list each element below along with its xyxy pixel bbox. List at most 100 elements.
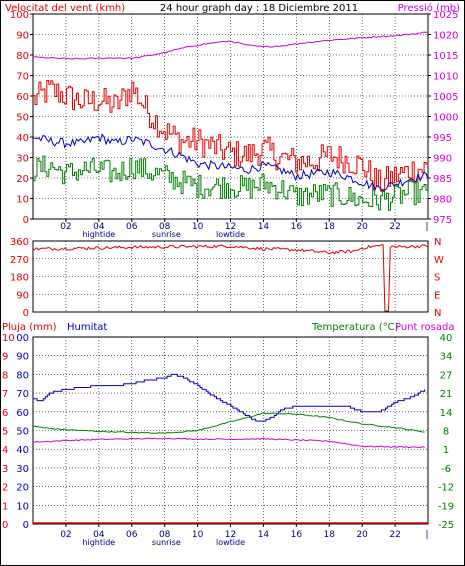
pressure-title: Pressió (mb) (398, 2, 460, 14)
event-marker-label: hightide (82, 230, 115, 239)
rain-tick-label: 6 (2, 408, 8, 419)
hour-tick-label: 18 (324, 222, 336, 232)
hour-tick-label: 18 (324, 530, 336, 540)
direction-tick-label: 270 (10, 255, 29, 266)
hour-tick-label: 14 (258, 530, 270, 540)
panel3-x-ticks: 02 04 06 08 10 12 14 16 18 20 22 | hightide sunrise lo… (60, 524, 429, 547)
hour-tick-label: 20 (356, 222, 368, 232)
panel3-series (32, 373, 428, 524)
wind-speed-title: Velocitat del vent (kmh) (5, 3, 125, 14)
direction-axis-ticks: 360 270 180 90 0 (10, 237, 29, 319)
temperature-axis-ticks: 40 34 27 21 14 8 1 -6 -12 -19 -25 (438, 333, 454, 531)
compass-label: W (434, 255, 444, 266)
hour-tick-label: 08 (159, 530, 171, 540)
pressure-tick-label: 990 (433, 154, 452, 165)
hour-tick-label: 16 (291, 222, 303, 232)
hour-tick-label: 22 (389, 530, 400, 540)
hour-tick-label: 06 (126, 222, 138, 232)
hour-tick-label: 08 (159, 222, 171, 232)
direction-tick-label: 90 (16, 290, 29, 301)
pressure-tick-label: 980 (433, 195, 452, 206)
wind-tick-label: 30 (16, 154, 29, 165)
wind-tick-label: 80 (16, 51, 29, 62)
hour-tick-label: 10 (192, 222, 204, 232)
rain-tick-label: 5 (2, 427, 8, 438)
temperature-tick-label: -25 (438, 520, 454, 531)
series-dewpoint (32, 437, 425, 449)
event-marker-label: sunrise (152, 230, 181, 239)
hour-tick-label: 02 (60, 530, 71, 540)
event-marker-label: lowtide (216, 230, 245, 239)
pressure-tick-label: 1025 (433, 10, 458, 21)
humidity-tick-label: 00 (16, 333, 29, 344)
wind-tick-label: 90 (16, 31, 29, 42)
wind-tick-label: 60 (16, 92, 29, 103)
wind-tick-label: 10 (16, 195, 29, 206)
temperature-tick-label: -19 (438, 501, 454, 512)
humidity-tick-label: 40 (16, 445, 29, 456)
temperature-tick-label: 14 (440, 408, 453, 419)
pressure-tick-label: 995 (433, 133, 452, 144)
rain-tick-label: 7 (2, 389, 8, 400)
hour-tick-label: 06 (126, 530, 138, 540)
direction-tick-label: 0 (23, 308, 29, 319)
series-pressure (32, 31, 429, 60)
hour-tick-label: 20 (356, 530, 368, 540)
humidity-title: Humitat (67, 322, 107, 333)
series-humidity (33, 373, 426, 422)
panel2-series (32, 244, 429, 312)
temperature-tick-label: -6 (441, 464, 451, 475)
hour-tick-label: 02 (60, 222, 71, 232)
hour-tick-label: 14 (258, 222, 270, 232)
rain-tick-label: 3 (2, 464, 8, 475)
rain-tick-label: 10 (2, 333, 15, 344)
end-tick-label: | (425, 530, 428, 540)
direction-tick-label: 360 (10, 237, 29, 248)
rain-humidity-axis-ticks: 10 009 908 807 706 605 504 403 302 201 100 0 (2, 333, 29, 531)
temperature-tick-label: -12 (438, 483, 454, 494)
humidity-tick-label: 20 (16, 483, 29, 494)
compass-label: N (434, 237, 441, 248)
rain-tick-label: 2 (2, 483, 8, 494)
direction-tick-label: 180 (10, 273, 29, 284)
pressure-tick-label: 975 (433, 215, 452, 226)
temperature-title: Temperatura (°C) (311, 322, 399, 333)
humidity-tick-label: 90 (16, 352, 29, 363)
wind-tick-label: 40 (16, 133, 29, 144)
compass-label: S (434, 273, 440, 284)
series-direction (32, 244, 429, 312)
pressure-tick-label: 985 (433, 174, 452, 185)
panel1-grid (33, 14, 428, 219)
pressure-tick-label: 1005 (433, 92, 458, 103)
hour-tick-label: 10 (192, 530, 204, 540)
temperature-tick-label: 40 (440, 333, 453, 344)
temperature-tick-label: 1 (443, 445, 449, 456)
temperature-tick-label: 21 (440, 389, 453, 400)
pressure-tick-label: 1000 (433, 113, 458, 124)
compass-label: E (434, 290, 440, 301)
hour-tick-label: 12 (225, 222, 236, 232)
rain-tick-label: 8 (2, 370, 8, 381)
graph-title: 24 hour graph day : 18 Diciembre 2011 (160, 3, 358, 14)
rain-tick-label: 1 (2, 501, 8, 512)
pressure-tick-label: 1015 (433, 51, 458, 62)
event-marker-label: sunrise (152, 538, 181, 547)
humidity-tick-label: 70 (16, 389, 29, 400)
humidity-tick-label: 10 (16, 501, 29, 512)
hour-tick-label: 22 (389, 222, 400, 232)
rain-tick-label: 4 (2, 445, 8, 456)
humidity-tick-label: 50 (16, 427, 29, 438)
series-temperature (32, 412, 425, 435)
humidity-tick-label: 30 (16, 464, 29, 475)
hour-tick-label: 04 (93, 222, 105, 232)
series-gust (33, 80, 429, 192)
wind-tick-label: 20 (16, 174, 29, 185)
panel1-series (32, 31, 429, 211)
compass-label: N (434, 308, 441, 319)
dewpoint-title: Punt rosada (395, 322, 454, 333)
humidity-tick-label: 0 (23, 520, 29, 531)
series-low (33, 155, 429, 211)
